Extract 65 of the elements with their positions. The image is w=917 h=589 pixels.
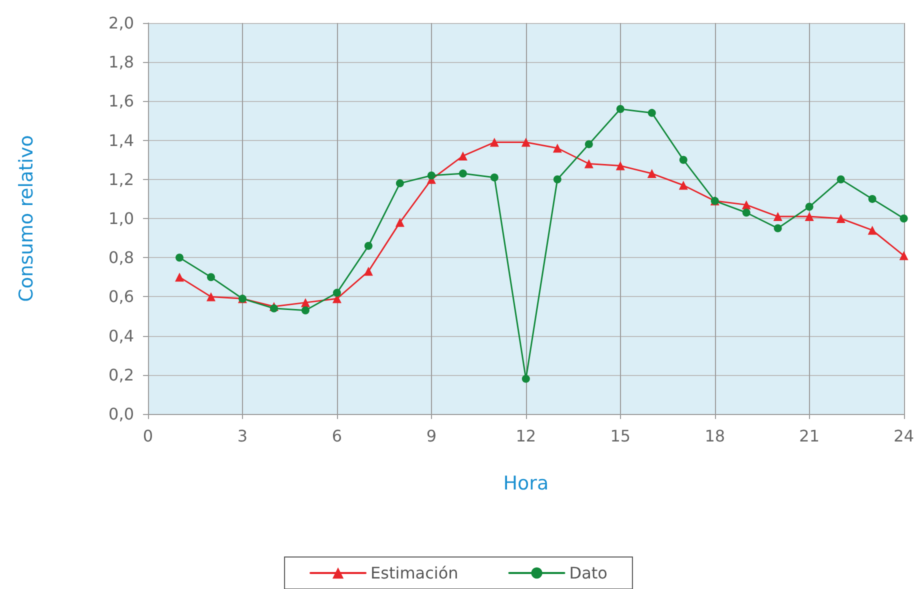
- y-axis-title: Consumo relativo: [16, 135, 38, 302]
- y-tick-label: 0,8: [108, 248, 134, 268]
- x-tick-label: 24: [894, 426, 914, 446]
- point: [395, 218, 404, 227]
- legend-label: Estimación: [370, 564, 458, 582]
- point: [805, 202, 814, 211]
- point: [552, 144, 562, 153]
- y-tick-label: 0,6: [108, 287, 134, 306]
- point: [522, 374, 530, 383]
- point: [300, 298, 310, 308]
- y-tick-label: 1,2: [108, 170, 134, 189]
- point: [364, 242, 372, 250]
- y-tick-label: 1,4: [108, 130, 134, 150]
- y-tick-label: 1,0: [108, 209, 134, 228]
- point: [176, 254, 184, 262]
- x-tick-label: 9: [426, 426, 437, 446]
- point: [742, 208, 750, 217]
- point: [458, 170, 467, 178]
- y-tick-label: 2,0: [108, 14, 134, 32]
- point: [679, 156, 688, 164]
- point: [900, 214, 908, 222]
- point: [774, 224, 782, 232]
- point: [804, 212, 814, 222]
- y-tick-label: 0,4: [108, 326, 134, 346]
- x-tick-label: 12: [516, 426, 536, 446]
- point: [742, 200, 751, 210]
- point: [836, 175, 845, 184]
- x-tick-label: 21: [799, 426, 820, 446]
- point: [773, 212, 782, 222]
- point: [648, 108, 656, 117]
- y-tick-label: 0,0: [108, 404, 134, 424]
- point: [899, 251, 908, 260]
- point: [584, 140, 593, 148]
- point: [301, 306, 310, 314]
- point: [678, 180, 688, 190]
- x-tick-label: 0: [142, 426, 154, 446]
- point: [270, 304, 278, 312]
- y-tick-label: 1,6: [108, 92, 134, 111]
- y-tick-label: 1,8: [108, 52, 134, 72]
- y-tick-label: 0,2: [108, 365, 134, 384]
- point: [206, 273, 215, 282]
- point: [584, 159, 594, 168]
- x-tick-label: 15: [610, 426, 631, 446]
- point: [490, 138, 499, 147]
- point: [553, 175, 562, 184]
- point: [206, 292, 216, 302]
- point: [364, 266, 373, 276]
- x-tick-label: 3: [237, 426, 248, 446]
- legend-label: Dato: [569, 564, 608, 582]
- x-axis-title: Hora: [503, 472, 549, 494]
- point: [332, 288, 341, 297]
- point: [868, 194, 876, 203]
- point: [174, 272, 184, 282]
- x-tick-label: 6: [332, 426, 342, 446]
- x-tick-label: 18: [704, 426, 726, 446]
- point: [396, 179, 404, 188]
- point: [647, 169, 656, 178]
- point: [490, 173, 498, 182]
- point: [427, 171, 436, 180]
- point: [616, 161, 625, 170]
- point: [521, 138, 530, 147]
- point: [458, 151, 468, 160]
- point: [868, 226, 877, 235]
- point: [616, 105, 624, 114]
- point: [836, 214, 846, 223]
